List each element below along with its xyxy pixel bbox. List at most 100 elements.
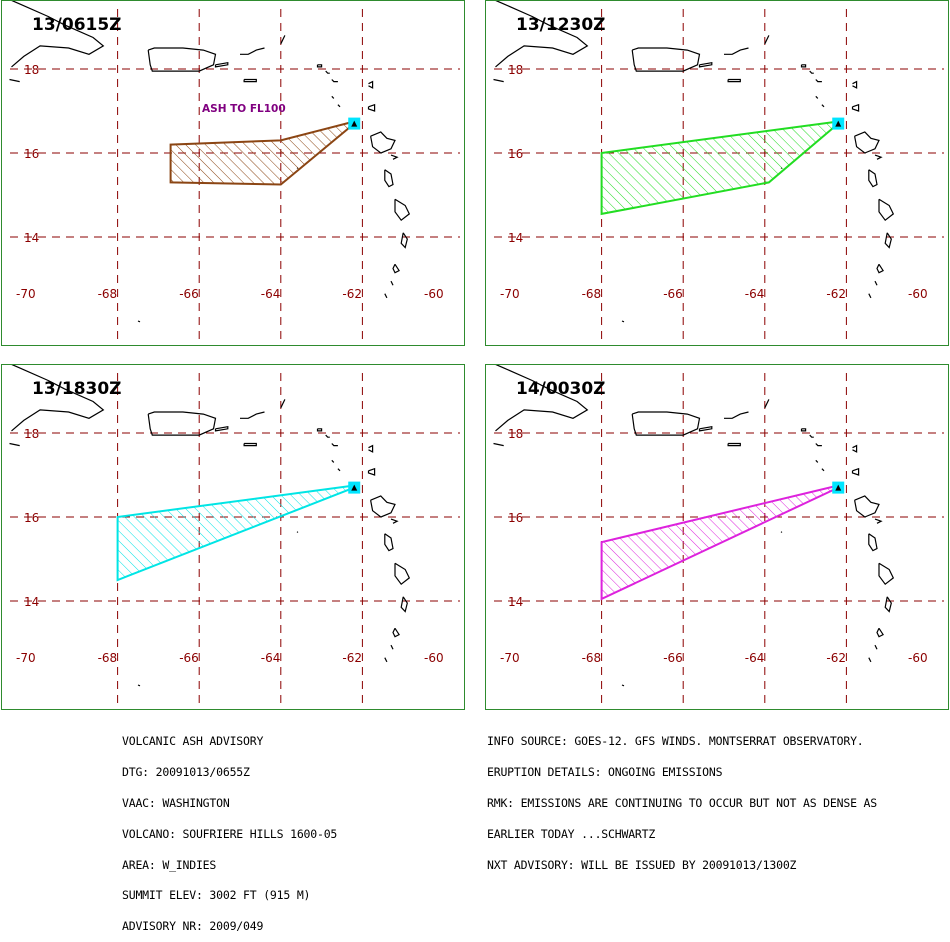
- coastline: [868, 293, 872, 299]
- advisory-line: SUMMIT ELEV: 3002 FT (915 M): [122, 888, 311, 903]
- coastline: [621, 684, 625, 687]
- longitude-tick-label: -64: [745, 287, 765, 301]
- coastline: [764, 35, 770, 45]
- coastline: [390, 644, 394, 650]
- advisory-info-right: INFO SOURCE: GOES-12. GFS WINDS. MONTSER…: [487, 716, 877, 880]
- longitude-tick-label: -64: [261, 287, 281, 301]
- advisory-line: VOLCANIC ASH ADVISORY: [122, 734, 264, 749]
- advisory-line: AREA: W_INDIES: [122, 857, 217, 872]
- ash-panel-4: 18 16 14 -70 -68 -66 -64 -62 -60 14/0030Z: [485, 364, 949, 710]
- coastline: [296, 531, 299, 533]
- coastline: [495, 365, 589, 432]
- coastline: [727, 442, 741, 447]
- coastline: [331, 95, 335, 99]
- coastline: [331, 79, 338, 83]
- panel-time-label: 13/1830Z: [32, 379, 122, 399]
- advisory-line: NXT ADVISORY: WILL BE ISSUED BY 20091013…: [487, 857, 797, 872]
- coastline: [147, 47, 217, 72]
- latitude-tick-label: 16: [508, 511, 523, 525]
- coastline: [698, 425, 713, 432]
- longitude-tick-label: -60: [424, 287, 444, 301]
- map-svg-2: 18 16 14 -70 -68 -66 -64 -62 -60: [493, 1, 944, 341]
- latitude-tick-label: 18: [24, 427, 39, 441]
- coastline: [876, 263, 884, 274]
- coastline: [724, 47, 749, 55]
- coastline: [394, 198, 411, 222]
- coastline: [331, 443, 338, 447]
- longitude-tick-label: -60: [908, 651, 928, 665]
- coastline: [878, 562, 895, 586]
- coastline: [874, 518, 883, 524]
- longitude-tick-label: -64: [261, 651, 281, 665]
- coastline: [815, 95, 819, 99]
- coastline: [316, 64, 323, 68]
- coastline: [821, 104, 825, 108]
- map-svg-1: 18 16 14 -70 -68 -66 -64 -62 -60 ASH TO FL100: [9, 1, 460, 341]
- latitude-tick-label: 14: [24, 231, 39, 245]
- coastline: [243, 442, 257, 447]
- coastline: [854, 131, 880, 154]
- coastline: [495, 1, 589, 68]
- latitude-tick-label: 18: [508, 63, 523, 77]
- coastline: [631, 47, 701, 72]
- longitude-tick-label: -68: [582, 651, 602, 665]
- coastline: [780, 531, 783, 533]
- latitude-tick-label: 18: [24, 63, 39, 77]
- coastline: [878, 198, 895, 222]
- advisory-line: VAAC: WASHINGTON: [122, 796, 230, 810]
- coastline: [368, 80, 374, 89]
- coastline: [11, 365, 105, 432]
- longitude-tick-label: -66: [663, 287, 683, 301]
- coastline: [243, 78, 257, 83]
- coastline: [147, 411, 217, 436]
- coastline: [384, 293, 388, 299]
- coastline: [390, 154, 399, 160]
- ash-panel-2: 18 16 14 -70 -68 -66 -64 -62 -60 13/1230Z: [485, 0, 949, 346]
- coastline: [698, 61, 713, 68]
- ash-cloud-polygon: [169, 120, 356, 186]
- coastline: [851, 103, 860, 112]
- coastline: [325, 70, 330, 74]
- coastline: [280, 399, 286, 409]
- volcano-triangle-icon: [835, 484, 842, 491]
- ash-altitude-annotation: ASH TO FL100: [202, 103, 286, 115]
- advisory-line: DTG: 20091013/0655Z: [122, 765, 250, 780]
- longitude-tick-label: -66: [179, 287, 199, 301]
- longitude-tick-label: -62: [826, 651, 846, 665]
- coastline: [493, 78, 504, 83]
- advisory-line: VOLCANO: SOUFRIERE HILLS 1600-05: [122, 826, 338, 841]
- coastline: [400, 232, 408, 249]
- coastline: [280, 35, 286, 45]
- longitude-tick-label: -70: [16, 287, 36, 301]
- coastline: [370, 495, 396, 518]
- coastline: [240, 47, 265, 55]
- coastline: [809, 70, 814, 74]
- panel-time-label: 13/0615Z: [32, 15, 122, 35]
- coastline: [815, 459, 819, 463]
- coastline: [884, 596, 892, 613]
- coastline: [851, 467, 860, 476]
- longitude-tick-label: -62: [342, 651, 362, 665]
- longitude-tick-label: -62: [826, 287, 846, 301]
- longitude-tick-label: -66: [179, 651, 199, 665]
- longitude-tick-label: -68: [582, 287, 602, 301]
- coastline: [9, 78, 20, 83]
- coastline: [400, 596, 408, 613]
- coastline: [316, 428, 323, 432]
- latitude-tick-label: 14: [508, 231, 523, 245]
- coastline: [367, 467, 376, 476]
- coastline: [214, 61, 229, 68]
- advisory-line: ERUPTION DETAILS: ONGOING EMISSIONS: [487, 765, 723, 780]
- ash-panel-1: 18 16 14 -70 -68 -66 -64 -62 -60 ASH TO FL100 13/…: [1, 0, 465, 346]
- advisory-line: ADVISORY NR: 2009/049: [122, 919, 264, 934]
- latitude-tick-label: 14: [24, 595, 39, 609]
- coastline: [384, 533, 394, 552]
- coastline: [868, 169, 878, 188]
- coastline: [621, 320, 625, 323]
- coastline: [367, 103, 376, 112]
- coastline: [884, 232, 892, 249]
- coastline: [874, 644, 878, 650]
- coastline: [370, 131, 396, 154]
- coastline: [724, 411, 749, 419]
- volcano-triangle-icon: [351, 120, 358, 127]
